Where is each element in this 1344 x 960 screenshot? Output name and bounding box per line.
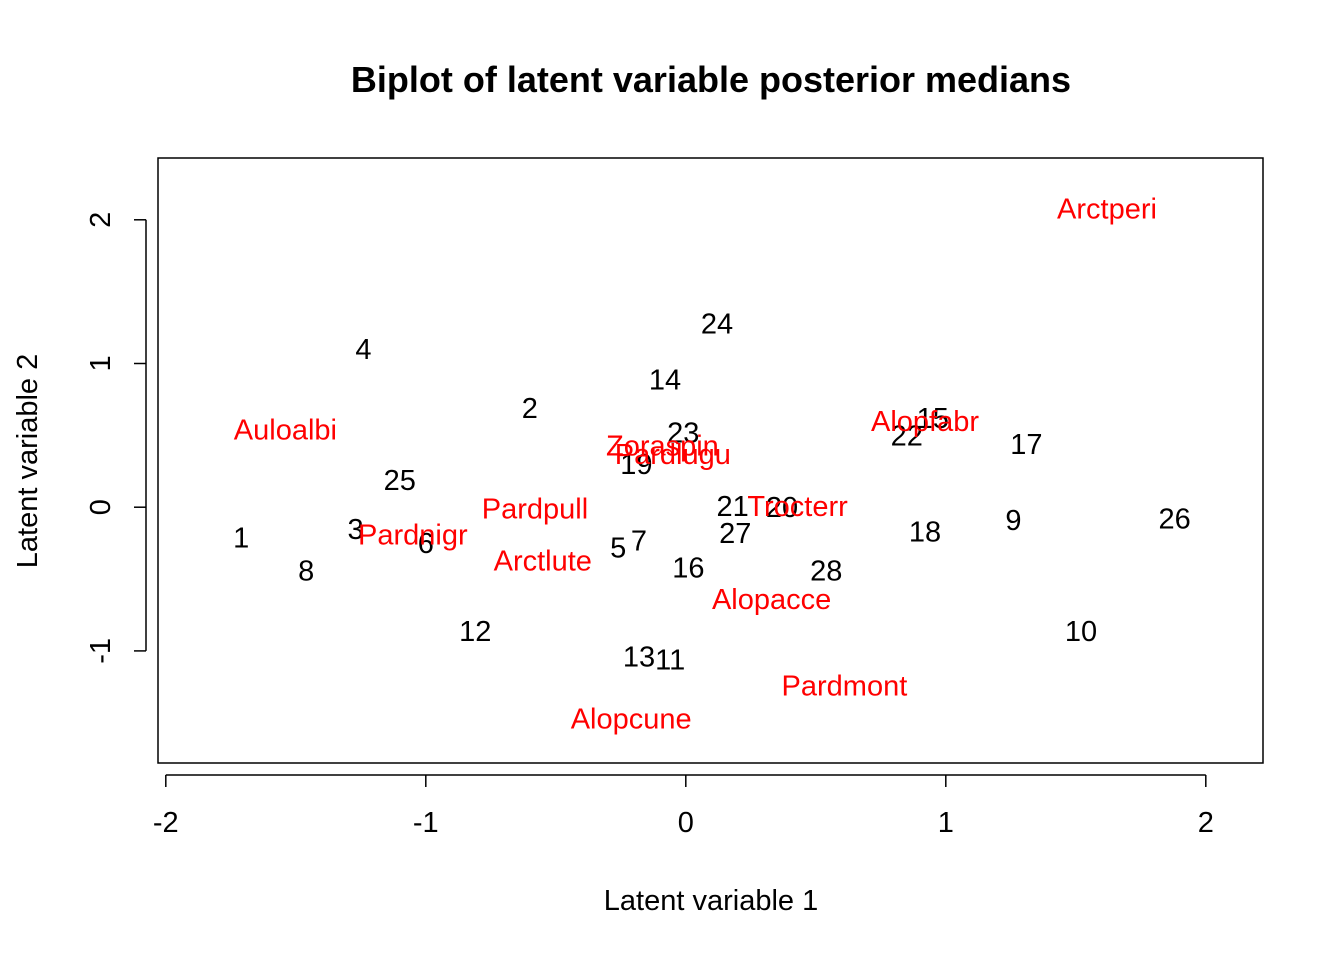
site-point-label: 24 — [701, 308, 733, 340]
y-tick-label: 1 — [85, 355, 117, 371]
y-tick-label: -1 — [85, 638, 117, 664]
site-point-label: 22 — [891, 420, 923, 452]
site-point-label: 25 — [384, 465, 416, 497]
site-point-label: 21 — [716, 491, 748, 523]
site-point-label: 15 — [917, 403, 949, 435]
x-tick-label: 2 — [1198, 807, 1214, 839]
y-axis-label: Latent variable 2 — [12, 354, 44, 568]
species-point-label: Pardmont — [782, 670, 908, 702]
site-point-label: 7 — [631, 525, 647, 557]
site-point-label: 17 — [1010, 429, 1042, 461]
chart-title: Biplot of latent variable posterior medi… — [351, 59, 1071, 100]
plot-frame — [157, 157, 1264, 764]
x-tick-label: 0 — [678, 807, 694, 839]
site-point-label: 12 — [459, 616, 491, 648]
site-point-label: 14 — [649, 364, 681, 396]
y-tick-label: 0 — [85, 499, 117, 515]
species-point-label: Alopfabr — [871, 406, 979, 438]
site-point-label: 13 — [623, 642, 655, 674]
site-point-label: 9 — [1005, 505, 1021, 537]
site-point-label: 18 — [909, 517, 941, 549]
site-point-label: 19 — [620, 449, 652, 481]
species-point-label: Pardlugu — [615, 439, 731, 471]
species-point-label: Pardnigr — [358, 520, 468, 552]
site-point-label: 3 — [348, 514, 364, 546]
species-point-label: Alopcune — [571, 703, 692, 735]
x-axis: -2 -1 0 1 2 — [153, 774, 1214, 839]
species-point-label: Arctlute — [494, 545, 592, 577]
x-tick-label: -2 — [153, 807, 179, 839]
species-point-label: Arctperi — [1057, 193, 1157, 225]
species-point-label: Trocterr — [747, 491, 848, 523]
site-point-label: 4 — [355, 334, 371, 366]
x-axis-label: Latent variable 1 — [604, 885, 818, 917]
species-point-label: Alopacce — [712, 584, 831, 616]
site-point-label: 8 — [298, 555, 314, 587]
x-tick-label: -1 — [413, 807, 439, 839]
site-point-label: 20 — [766, 492, 798, 524]
site-point-label: 10 — [1065, 616, 1097, 648]
y-tick-label: 2 — [85, 212, 117, 228]
species-point-label: Zoraspin — [606, 430, 719, 462]
site-point-label: 16 — [672, 553, 704, 585]
site-point-label: 6 — [418, 528, 434, 560]
species-point-label: Auloalbi — [234, 415, 337, 447]
site-point-label: 28 — [810, 555, 842, 587]
x-tick-label: 1 — [938, 807, 954, 839]
site-point-label: 27 — [719, 518, 751, 550]
site-point-label: 11 — [655, 645, 685, 677]
site-point-label: 26 — [1158, 504, 1190, 536]
site-point-label: 5 — [610, 532, 626, 564]
site-point-label: 1 — [233, 522, 249, 554]
site-point-label: 23 — [667, 417, 699, 449]
species-point-label: Pardpull — [482, 494, 588, 526]
y-axis: -1 0 1 2 — [85, 212, 147, 664]
site-point-label: 2 — [522, 393, 538, 425]
